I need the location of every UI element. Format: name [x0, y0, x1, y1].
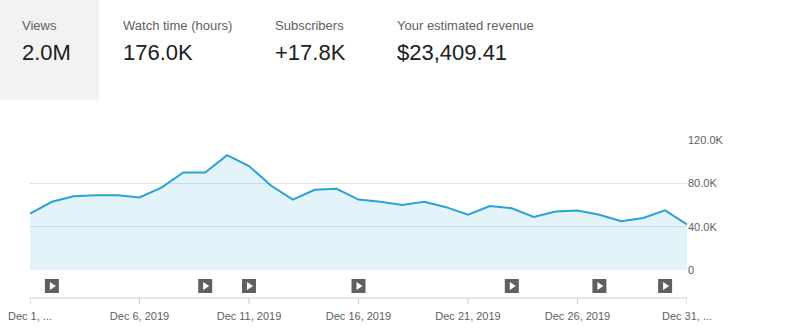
html-text:Subscribers: Subscribers [275, 18, 344, 33]
html-text:+17.8K: +17.8K [275, 40, 346, 65]
html-text:Watch time (hours): Watch time (hours) [123, 18, 233, 33]
html-text:176.0K: 176.0K [123, 40, 193, 65]
svg-text:Dec 21, 2019: Dec 21, 2019 [435, 310, 500, 322]
html-text:$23,409.41: $23,409.41 [397, 40, 508, 65]
html-text:Views: Views [22, 18, 57, 33]
html-text:2.0M: 2.0M [22, 40, 71, 65]
svg-text:Dec 16, 2019: Dec 16, 2019 [326, 310, 391, 322]
svg-text:Dec 1, ...: Dec 1, ... [8, 310, 52, 322]
svg-text:80.0K: 80.0K [688, 177, 717, 189]
svg-text:Dec 26, 2019: Dec 26, 2019 [545, 310, 610, 322]
svg-text:40.0K: 40.0K [688, 221, 717, 233]
svg-text:Dec 6, 2019: Dec 6, 2019 [110, 310, 169, 322]
svg-text:Dec 11, 2019: Dec 11, 2019 [217, 310, 282, 322]
html-text:Your estimated revenue: Your estimated revenue [397, 18, 534, 33]
svg-text:Dec 31, ...: Dec 31, ... [662, 310, 712, 322]
svg-text:0: 0 [688, 264, 694, 276]
svg-text:120.0K: 120.0K [688, 134, 724, 146]
